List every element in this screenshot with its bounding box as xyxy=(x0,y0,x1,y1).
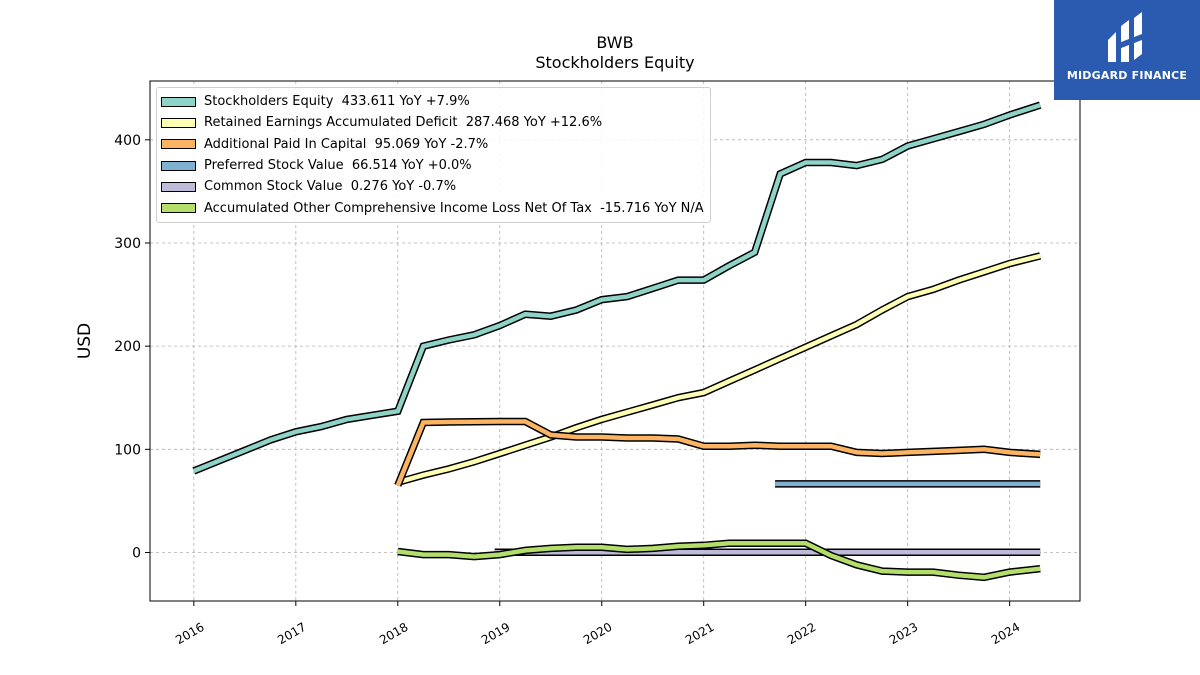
series-line-stroke xyxy=(192,102,1041,474)
x-tick-label: 2016 xyxy=(173,620,206,647)
x-tick-label: 2023 xyxy=(887,620,920,647)
series-line-stroke xyxy=(397,253,1041,485)
legend-swatch xyxy=(161,203,196,214)
legend-item: Stockholders Equity 433.611 YoY +7.9% xyxy=(161,91,704,112)
y-tick-label: 200 xyxy=(114,339,141,355)
chart-title-block: BWB Stockholders Equity xyxy=(150,33,1080,73)
x-axis: 2016 2017 2018 2019 2020 2021 2022 2023 2024 xyxy=(173,601,1022,647)
series-line-stroke xyxy=(395,419,1041,487)
y-tick-label: 300 xyxy=(114,236,141,252)
x-tick-label: 2021 xyxy=(683,620,716,647)
y-tick-label: 400 xyxy=(114,133,141,149)
y-axis: 0 100 200 300 400 xyxy=(114,133,150,562)
y-tick-label: 100 xyxy=(114,442,141,458)
legend-item: Retained Earnings Accumulated Deficit 28… xyxy=(161,112,704,133)
legend: Stockholders Equity 433.611 YoY +7.9% Re… xyxy=(156,87,711,223)
midgard-logo-icon xyxy=(1108,12,1142,62)
y-axis-label: USD xyxy=(75,323,95,359)
legend-label: Additional Paid In Capital 95.069 YoY -2… xyxy=(204,136,489,152)
legend-label: Common Stock Value 0.276 YoY -0.7% xyxy=(204,179,457,195)
x-tick-label: 2024 xyxy=(989,620,1022,647)
x-tick-label: 2018 xyxy=(377,620,410,647)
legend-label: Accumulated Other Comprehensive Income L… xyxy=(204,200,704,216)
legend-swatch xyxy=(161,139,196,150)
legend-label: Stockholders Equity 433.611 YoY +7.9% xyxy=(204,94,470,110)
chart-title: BWB xyxy=(596,33,634,52)
legend-swatch xyxy=(161,96,196,107)
legend-item: Additional Paid In Capital 95.069 YoY -2… xyxy=(161,134,704,155)
x-tick-label: 2022 xyxy=(785,620,818,647)
x-tick-label: 2019 xyxy=(479,620,512,647)
legend-swatch xyxy=(161,181,196,192)
plot-series xyxy=(192,101,1042,582)
series-line xyxy=(397,539,1041,582)
brand-logo: MIDGARD FINANCE xyxy=(1054,0,1200,100)
legend-label: Retained Earnings Accumulated Deficit 28… xyxy=(204,115,603,131)
x-tick-label: 2020 xyxy=(581,620,614,647)
legend-swatch xyxy=(161,160,196,171)
x-tick-label: 2017 xyxy=(275,620,308,647)
series-line xyxy=(192,101,1042,475)
chart-subtitle: Stockholders Equity xyxy=(535,53,695,72)
legend-label: Preferred Stock Value 66.514 YoY +0.0% xyxy=(204,158,472,174)
legend-item: Common Stock Value 0.276 YoY -0.7% xyxy=(161,176,704,197)
legend-swatch xyxy=(161,117,196,128)
series-line-stroke xyxy=(397,540,1041,580)
plot-frame xyxy=(149,80,1081,602)
brand-name: MIDGARD FINANCE xyxy=(1066,69,1188,82)
legend-item: Preferred Stock Value 66.514 YoY +0.0% xyxy=(161,155,704,176)
y-tick-label: 0 xyxy=(132,546,141,562)
legend-item: Accumulated Other Comprehensive Income L… xyxy=(161,197,704,218)
series-line xyxy=(396,252,1042,486)
series-line xyxy=(394,417,1041,487)
